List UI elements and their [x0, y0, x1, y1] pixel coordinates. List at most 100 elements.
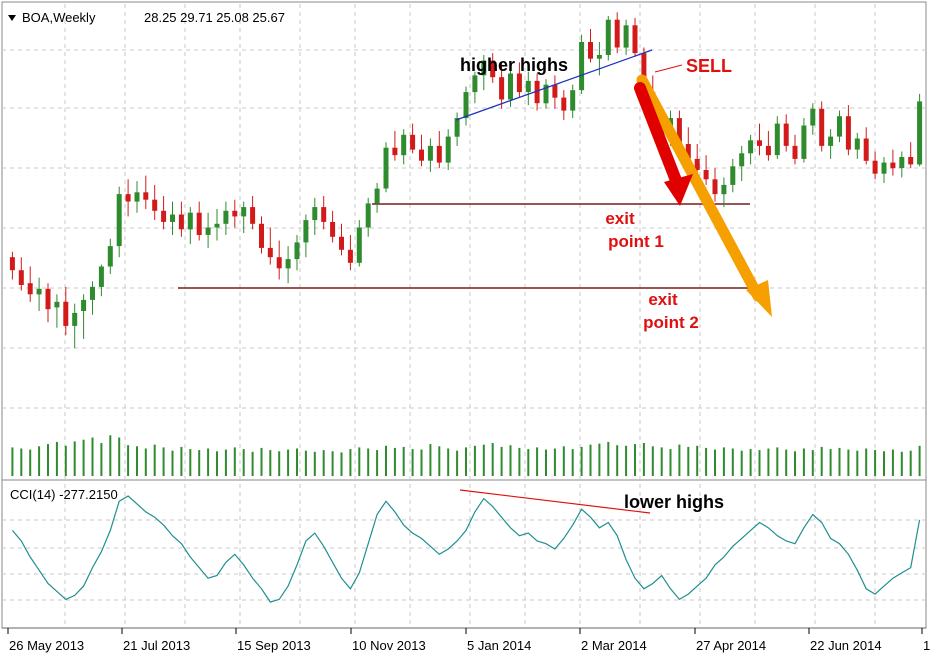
x-tick-label: 1: [923, 638, 930, 653]
volume-bar: [420, 449, 423, 476]
volume-bar: [411, 449, 414, 477]
volume-bar: [625, 445, 628, 477]
candle: [579, 34, 585, 94]
lower-highs-trendline: [459, 489, 651, 514]
volume-bar: [162, 447, 165, 476]
volume-bar: [153, 444, 156, 476]
exit-point-2-line1: exit: [648, 290, 678, 309]
volume-bar: [785, 449, 788, 476]
candle: [374, 183, 380, 213]
volume-bar: [198, 450, 201, 476]
candle: [534, 73, 540, 111]
candle: [872, 151, 878, 180]
candle: [9, 251, 15, 280]
volume-bar: [731, 448, 734, 476]
volume-bar: [687, 446, 690, 476]
volume-bar: [820, 446, 823, 476]
volume-bar: [776, 447, 779, 476]
volume-bar: [29, 449, 32, 476]
volume-bar: [91, 437, 94, 476]
higher-highs-trendline: [455, 49, 653, 121]
candle: [107, 238, 113, 274]
volume-bar: [385, 445, 387, 477]
candle: [312, 197, 318, 235]
ohlc-header: 28.25 29.71 25.08 25.67: [144, 10, 285, 25]
volume-bar: [429, 444, 432, 476]
candle: [774, 116, 780, 159]
candle: [90, 281, 95, 315]
volume-bar: [909, 450, 912, 476]
volume-bar: [660, 447, 663, 476]
candle: [276, 240, 282, 280]
candle: [178, 201, 184, 237]
candle: [356, 220, 362, 267]
candle: [321, 196, 327, 230]
candle: [27, 266, 33, 302]
candle: [552, 75, 558, 109]
candle: [792, 134, 798, 165]
candle: [490, 53, 496, 83]
x-axis-labels: 26 May 2013 21 Jul 2013 15 Sep 2013 10 Nov …: [7, 628, 930, 653]
cci-pane: [11, 495, 921, 603]
volume-bar: [376, 450, 379, 476]
volume-bar: [313, 451, 316, 476]
volume-bar: [669, 449, 672, 477]
volume-bar: [465, 447, 467, 476]
candle: [250, 196, 256, 230]
volume-bar: [269, 450, 272, 476]
volume-bar: [367, 448, 370, 476]
candle: [419, 134, 424, 167]
candle: [890, 149, 896, 176]
candle: [161, 196, 167, 230]
volume-bar: [509, 445, 512, 476]
volume-bar: [874, 450, 877, 476]
volume-bar: [358, 447, 361, 476]
candle: [54, 294, 60, 328]
volume-bar: [767, 448, 770, 476]
candle: [294, 235, 300, 271]
candle: [454, 112, 460, 146]
volume-bar: [607, 441, 610, 476]
volume-bar: [518, 447, 521, 476]
volume-bar: [722, 447, 725, 476]
volume-bar: [562, 446, 565, 476]
candle: [783, 114, 789, 152]
volume-bar: [11, 447, 14, 476]
candle: [863, 127, 869, 165]
candle: [819, 101, 825, 152]
volume-bar: [322, 450, 325, 476]
volume-bar: [349, 449, 352, 477]
candle: [765, 131, 771, 161]
volume-bar: [47, 444, 49, 476]
candle: [143, 175, 149, 209]
volume-bar: [749, 449, 752, 477]
candle: [365, 197, 371, 237]
dropdown-triangle-icon[interactable]: [8, 15, 16, 21]
candle: [285, 246, 291, 284]
horizontal-levels: [178, 203, 752, 289]
volume-bar: [456, 450, 459, 476]
candle: [570, 84, 576, 119]
volume-bar: [251, 451, 254, 476]
volume-bar: [438, 446, 441, 476]
volume-bar: [598, 443, 601, 477]
candle: [196, 201, 202, 241]
x-tick-label: 22 Jun 2014: [810, 638, 882, 653]
candle: [739, 145, 745, 182]
sell-target-arrow: [636, 74, 772, 317]
volume-bar: [696, 445, 699, 477]
volume-bar: [304, 450, 307, 476]
candle: [632, 17, 638, 57]
cci-header: CCI(14) -277.2150: [10, 487, 118, 502]
volume-bar: [38, 446, 41, 476]
higher-highs-label: higher highs: [460, 55, 568, 75]
volume-bar: [180, 446, 183, 476]
candle: [330, 210, 336, 243]
volume-bar: [918, 445, 921, 477]
volume-bar: [758, 450, 761, 476]
volume-bar: [829, 449, 832, 477]
candle: [588, 29, 593, 63]
volume-bar: [589, 444, 592, 476]
volume-bar: [233, 447, 236, 476]
